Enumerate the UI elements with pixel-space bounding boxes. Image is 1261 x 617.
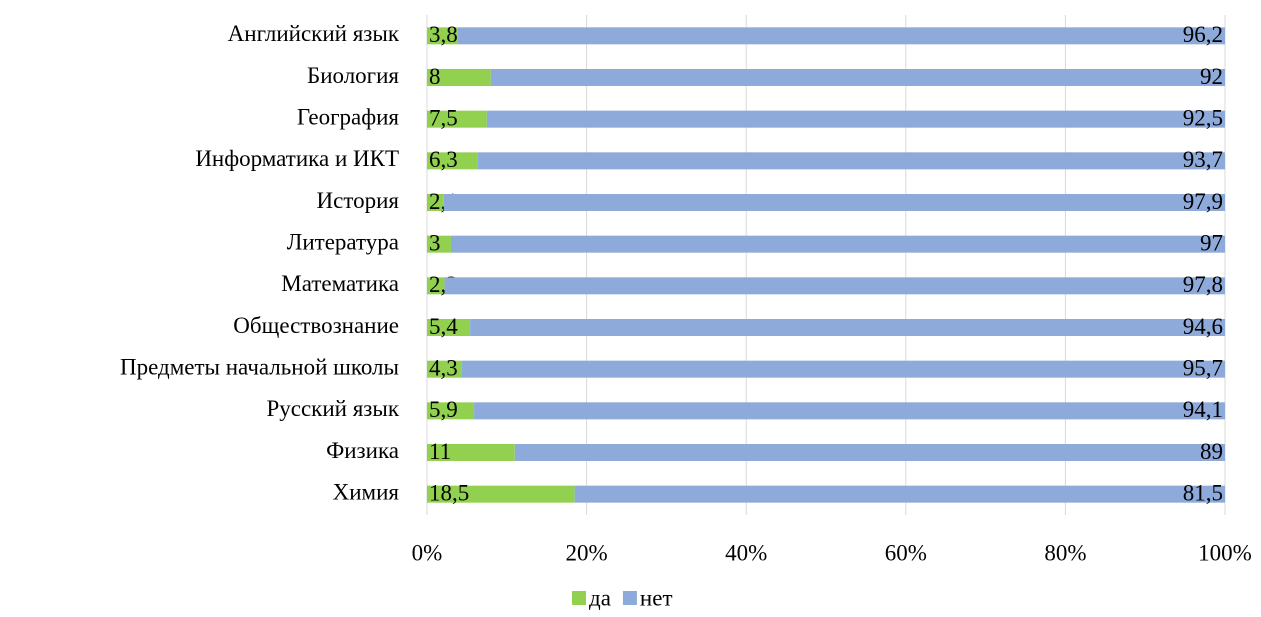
bar-segment [470,319,1225,336]
x-tick-label: 80% [1044,540,1086,565]
y-tick-label: Обществознание [233,313,399,338]
data-label: 97 [1200,230,1223,255]
data-label: 18,5 [429,480,469,505]
data-label: 95,7 [1183,355,1223,380]
x-tick-label: 40% [725,540,767,565]
bar-segment [427,485,575,503]
y-tick-label: Информатика и ИКТ [195,146,399,171]
y-tick-label: Русский язык [266,396,399,421]
y-tick-label: Математика [281,271,399,296]
y-tick-label: История [317,188,400,213]
bar-segment [427,444,515,461]
bar-segment [427,69,491,86]
x-tick-label: 100% [1198,540,1252,565]
legend-swatch [622,591,637,605]
bar-segment [427,235,451,253]
bar-segment [443,194,1225,211]
data-label: 97,8 [1183,272,1223,297]
data-label: 96,2 [1183,22,1223,47]
data-label: 94,6 [1183,314,1223,339]
bar-segment [474,402,1225,420]
bar-segment [490,69,1226,86]
x-tick-label: 60% [885,540,927,565]
bar-segment [444,277,1225,295]
bar-segment [427,27,458,45]
y-tick-label: Литература [287,229,399,254]
data-label: 8 [429,64,441,89]
bar-segment [427,194,444,211]
y-tick-label: Английский язык [228,21,400,46]
bar-segment [427,110,487,128]
bar-segment [486,110,1226,128]
data-label: 97,9 [1183,189,1223,214]
bar-segment [427,360,462,378]
data-label: 92,5 [1183,105,1223,130]
legend-label: нет [640,585,673,610]
data-label: 89 [1200,439,1223,464]
data-label: 81,5 [1183,480,1223,505]
data-label: 6,3 [429,147,458,172]
bar-segment [450,235,1225,253]
data-label: 5,4 [429,314,458,339]
bar-segment [461,360,1226,378]
bar-segment [574,485,1225,503]
bar-segment [427,319,471,336]
y-tick-label: Предметы начальной школы [120,354,399,379]
y-tick-label: География [297,104,400,129]
data-label: 3,8 [429,22,458,47]
y-tick-label: Физика [326,438,399,463]
data-label: 92 [1200,64,1223,89]
x-tick-label: 0% [412,540,443,565]
data-label: 94,1 [1183,397,1223,422]
x-tick-label: 20% [566,540,608,565]
data-label: 93,7 [1183,147,1223,172]
y-tick-label: Биология [307,63,399,88]
y-tick-label: Химия [333,479,400,504]
data-label: 3 [429,230,441,255]
legend-swatch [572,591,586,605]
bar-segment [477,152,1225,170]
bar-segment [514,444,1225,461]
data-label: 11 [429,439,451,464]
bar-segment [427,277,445,295]
data-label: 5,9 [429,397,458,422]
bar-segment [427,152,478,170]
legend-label: да [589,585,611,610]
data-label: 7,5 [429,105,458,130]
bar-segment [457,27,1226,45]
bar-segment [427,402,475,420]
data-label: 4,3 [429,355,458,380]
